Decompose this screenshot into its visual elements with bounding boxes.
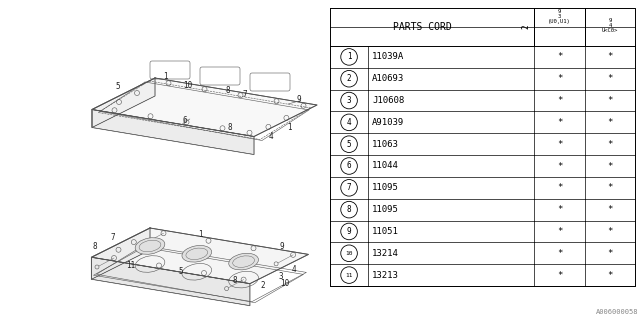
Text: 8: 8 xyxy=(347,205,351,214)
Text: *: * xyxy=(607,183,612,192)
Text: 13214: 13214 xyxy=(372,249,399,258)
Text: 6: 6 xyxy=(347,162,351,171)
Ellipse shape xyxy=(228,253,259,270)
Text: 2: 2 xyxy=(347,74,351,83)
Text: 11: 11 xyxy=(126,261,136,270)
Text: 10: 10 xyxy=(280,279,289,288)
Text: *: * xyxy=(557,52,562,61)
Ellipse shape xyxy=(182,245,212,262)
Text: *: * xyxy=(557,183,562,192)
Text: 11: 11 xyxy=(346,273,353,277)
Text: 5: 5 xyxy=(116,82,120,91)
Text: *: * xyxy=(557,140,562,149)
Text: 11051: 11051 xyxy=(372,227,399,236)
Text: 11039A: 11039A xyxy=(372,52,404,61)
Text: 11095: 11095 xyxy=(372,205,399,214)
Text: 9: 9 xyxy=(347,227,351,236)
Text: 4: 4 xyxy=(347,118,351,127)
Polygon shape xyxy=(92,78,317,137)
Text: A91039: A91039 xyxy=(372,118,404,127)
Text: *: * xyxy=(607,96,612,105)
Text: 8: 8 xyxy=(232,276,237,285)
Polygon shape xyxy=(92,228,308,284)
Text: J10608: J10608 xyxy=(372,96,404,105)
Text: 10: 10 xyxy=(346,251,353,256)
Text: 9: 9 xyxy=(280,243,285,252)
Text: 3: 3 xyxy=(278,272,283,281)
Text: 1: 1 xyxy=(163,72,168,81)
Text: 9
3
(U0,U1): 9 3 (U0,U1) xyxy=(548,9,571,24)
Text: *: * xyxy=(557,205,562,214)
Text: 2: 2 xyxy=(260,281,265,290)
Polygon shape xyxy=(92,78,155,127)
Text: 1: 1 xyxy=(198,230,203,239)
Text: 7: 7 xyxy=(347,183,351,192)
Text: 13213: 13213 xyxy=(372,271,399,280)
Text: *: * xyxy=(557,162,562,171)
Text: *: * xyxy=(557,271,562,280)
Polygon shape xyxy=(92,109,254,155)
Text: *: * xyxy=(607,140,612,149)
Text: 8: 8 xyxy=(93,242,97,251)
Text: 9
4
U<C0>: 9 4 U<C0> xyxy=(602,18,618,33)
Text: *: * xyxy=(607,249,612,258)
Text: *: * xyxy=(557,249,562,258)
Text: 5: 5 xyxy=(179,267,183,276)
Polygon shape xyxy=(92,257,250,306)
Text: *: * xyxy=(557,96,562,105)
Text: 5: 5 xyxy=(347,140,351,149)
Text: PARTS CORD: PARTS CORD xyxy=(393,22,452,32)
Text: 10: 10 xyxy=(183,81,192,90)
Text: 8: 8 xyxy=(225,86,230,95)
Text: 4: 4 xyxy=(269,132,273,141)
Text: 1: 1 xyxy=(287,123,291,132)
Text: 11095: 11095 xyxy=(372,183,399,192)
Text: 2: 2 xyxy=(522,25,531,29)
Text: 6: 6 xyxy=(183,116,188,125)
Text: *: * xyxy=(607,271,612,280)
Text: 4: 4 xyxy=(292,266,296,275)
Text: 11063: 11063 xyxy=(372,140,399,149)
Text: A10693: A10693 xyxy=(372,74,404,83)
Text: *: * xyxy=(607,205,612,214)
Polygon shape xyxy=(92,228,150,279)
Text: *: * xyxy=(557,118,562,127)
Text: 8: 8 xyxy=(228,124,232,132)
Text: *: * xyxy=(607,52,612,61)
Text: 11044: 11044 xyxy=(372,162,399,171)
Text: 1: 1 xyxy=(347,52,351,61)
Text: *: * xyxy=(607,227,612,236)
Text: *: * xyxy=(557,227,562,236)
Text: *: * xyxy=(607,162,612,171)
Text: *: * xyxy=(607,74,612,83)
Text: 7: 7 xyxy=(111,233,115,242)
Text: 3: 3 xyxy=(347,96,351,105)
Ellipse shape xyxy=(135,238,165,254)
Text: A006000058: A006000058 xyxy=(595,309,638,315)
Text: *: * xyxy=(607,118,612,127)
Text: *: * xyxy=(557,74,562,83)
Text: 7: 7 xyxy=(242,90,247,99)
Text: 9: 9 xyxy=(296,95,301,104)
